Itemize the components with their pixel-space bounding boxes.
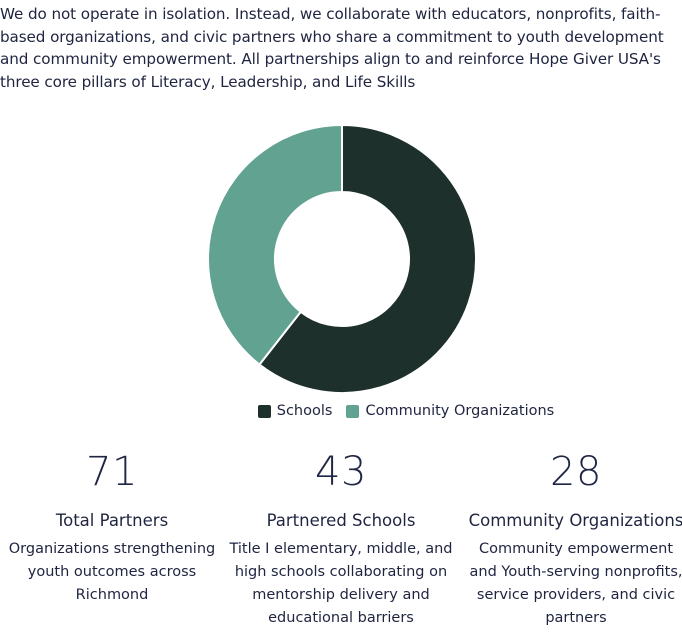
legend-item-community-organizations[interactable]: Community Organizations	[346, 403, 554, 419]
legend-swatch-community-organizations	[346, 404, 360, 418]
stats-section: 71 Total Partners Organizations strength…	[0, 446, 682, 636]
stat-description-total-partners: Organizations strengthening youth outcom…	[8, 541, 216, 603]
legend-label-community-organizations: Community Organizations	[365, 403, 555, 419]
legend-swatch-schools	[257, 404, 271, 418]
chart-legend: Schools Community Organizations	[0, 403, 682, 419]
stat-title-partnered-schools: Partnered Schools	[266, 511, 416, 530]
stat-description-community-organizations: Community empowerment and Youth-serving …	[469, 541, 682, 626]
stat-value-total-partners: 71	[86, 449, 138, 495]
legend-item-schools[interactable]: Schools	[257, 403, 333, 419]
legend-label-schools: Schools	[276, 403, 333, 419]
stat-community-organizations: 28 Community Organizations Community emp…	[464, 446, 682, 630]
donut-chart: Schools Community Organizations	[0, 110, 682, 430]
stat-description-partnered-schools: Title I elementary, middle, and high sch…	[229, 541, 453, 626]
intro-paragraph: We do not operate in isolation. Instead,…	[0, 5, 664, 91]
donut-chart-svg	[207, 123, 477, 394]
stat-value-partnered-schools: 43	[315, 449, 367, 495]
donut-slice-community-organizations[interactable]	[207, 123, 343, 366]
stat-title-community-organizations: Community Organizations	[468, 511, 682, 530]
stat-title-total-partners: Total Partners	[55, 511, 169, 530]
stat-value-community-organizations: 28	[550, 449, 602, 495]
donut-slice-schools[interactable]	[258, 123, 477, 394]
stat-total-partners: 71 Total Partners Organizations strength…	[0, 446, 224, 607]
stat-partnered-schools: 43 Partnered Schools Title I elementary,…	[229, 446, 453, 630]
